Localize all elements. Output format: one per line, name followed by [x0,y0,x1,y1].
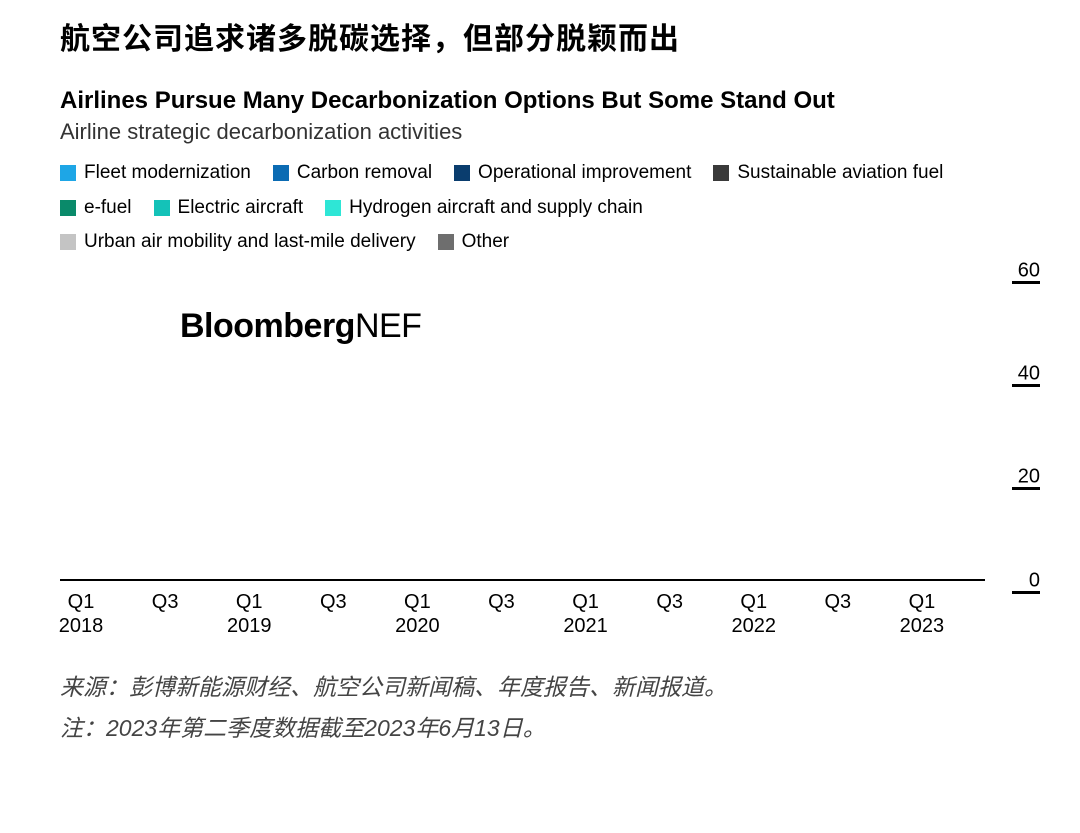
legend-item: e-fuel [60,194,132,223]
title-english: Airlines Pursue Many Decarbonization Opt… [60,87,1040,115]
x-label-year: 2022 [732,615,777,638]
legend-item: Fleet modernization [60,159,251,188]
legend-label: Carbon removal [297,159,432,188]
x-label-quarter: Q3 [152,591,179,614]
x-label-year: 2021 [563,615,608,638]
legend-swatch [454,165,470,181]
legend-label: Fleet modernization [84,159,251,188]
x-label-quarter: Q1 [404,591,431,614]
x-label-quarter: Q3 [824,591,851,614]
legend-label: Hydrogen aircraft and supply chain [349,194,643,223]
legend-swatch [438,234,454,250]
x-label-quarter: Q1 [572,591,599,614]
x-label-quarter: Q1 [236,591,263,614]
legend-swatch [60,165,76,181]
legend-swatch [713,165,729,181]
legend-swatch [60,234,76,250]
legend-item: Other [438,228,510,257]
note-line: 注：2023年第二季度数据截至2023年6月13日。 [60,708,1040,749]
x-label-quarter: Q1 [740,591,767,614]
source-line: 来源：彭博新能源财经、航空公司新闻稿、年度报告、新闻报道。 [60,667,1040,708]
x-label-quarter: Q1 [68,591,95,614]
x-label-quarter: Q3 [488,591,515,614]
y-tick-mark [1012,487,1040,490]
legend-swatch [60,200,76,216]
x-label-quarter: Q3 [320,591,347,614]
y-tick-label: 0 [1000,569,1040,592]
x-label-quarter: Q3 [656,591,683,614]
y-axis: 0204060 [990,271,1040,581]
y-tick-mark [1012,384,1040,387]
legend-label: Operational improvement [478,159,691,188]
legend-label: Sustainable aviation fuel [737,159,943,188]
y-tick-label: 60 [1000,259,1040,282]
chart: BloombergNEF 0204060 Q12018Q3Q12019Q3Q12… [60,271,1040,641]
legend-label: Electric aircraft [178,194,304,223]
x-label-year: 2020 [395,615,440,638]
legend-swatch [154,200,170,216]
title-chinese: 航空公司追求诸多脱碳选择，但部分脱颖而出 [60,20,1040,59]
legend-swatch [325,200,341,216]
y-tick-label: 40 [1000,362,1040,385]
legend-item: Urban air mobility and last-mile deliver… [60,228,416,257]
legend-item: Electric aircraft [154,194,304,223]
y-tick-mark [1012,281,1040,284]
x-axis: Q12018Q3Q12019Q3Q12020Q3Q12021Q3Q12022Q3… [60,585,985,641]
legend-label: e-fuel [84,194,132,223]
legend-item: Carbon removal [273,159,432,188]
legend-item: Sustainable aviation fuel [713,159,943,188]
y-tick-mark [1012,591,1040,594]
subtitle: Airline strategic decarbonization activi… [60,119,1040,145]
x-label-year: 2018 [59,615,104,638]
x-label-quarter: Q1 [909,591,936,614]
legend-item: Hydrogen aircraft and supply chain [325,194,643,223]
footer: 来源：彭博新能源财经、航空公司新闻稿、年度报告、新闻报道。 注：2023年第二季… [60,667,1040,750]
legend-label: Urban air mobility and last-mile deliver… [84,228,416,257]
y-tick-label: 20 [1000,466,1040,489]
x-label-year: 2023 [900,615,945,638]
legend-swatch [273,165,289,181]
x-label-year: 2019 [227,615,272,638]
legend-item: Operational improvement [454,159,691,188]
legend-label: Other [462,228,510,257]
legend: Fleet modernization Carbon removal Operati… [60,159,1020,257]
watermark: BloombergNEF [180,307,421,346]
